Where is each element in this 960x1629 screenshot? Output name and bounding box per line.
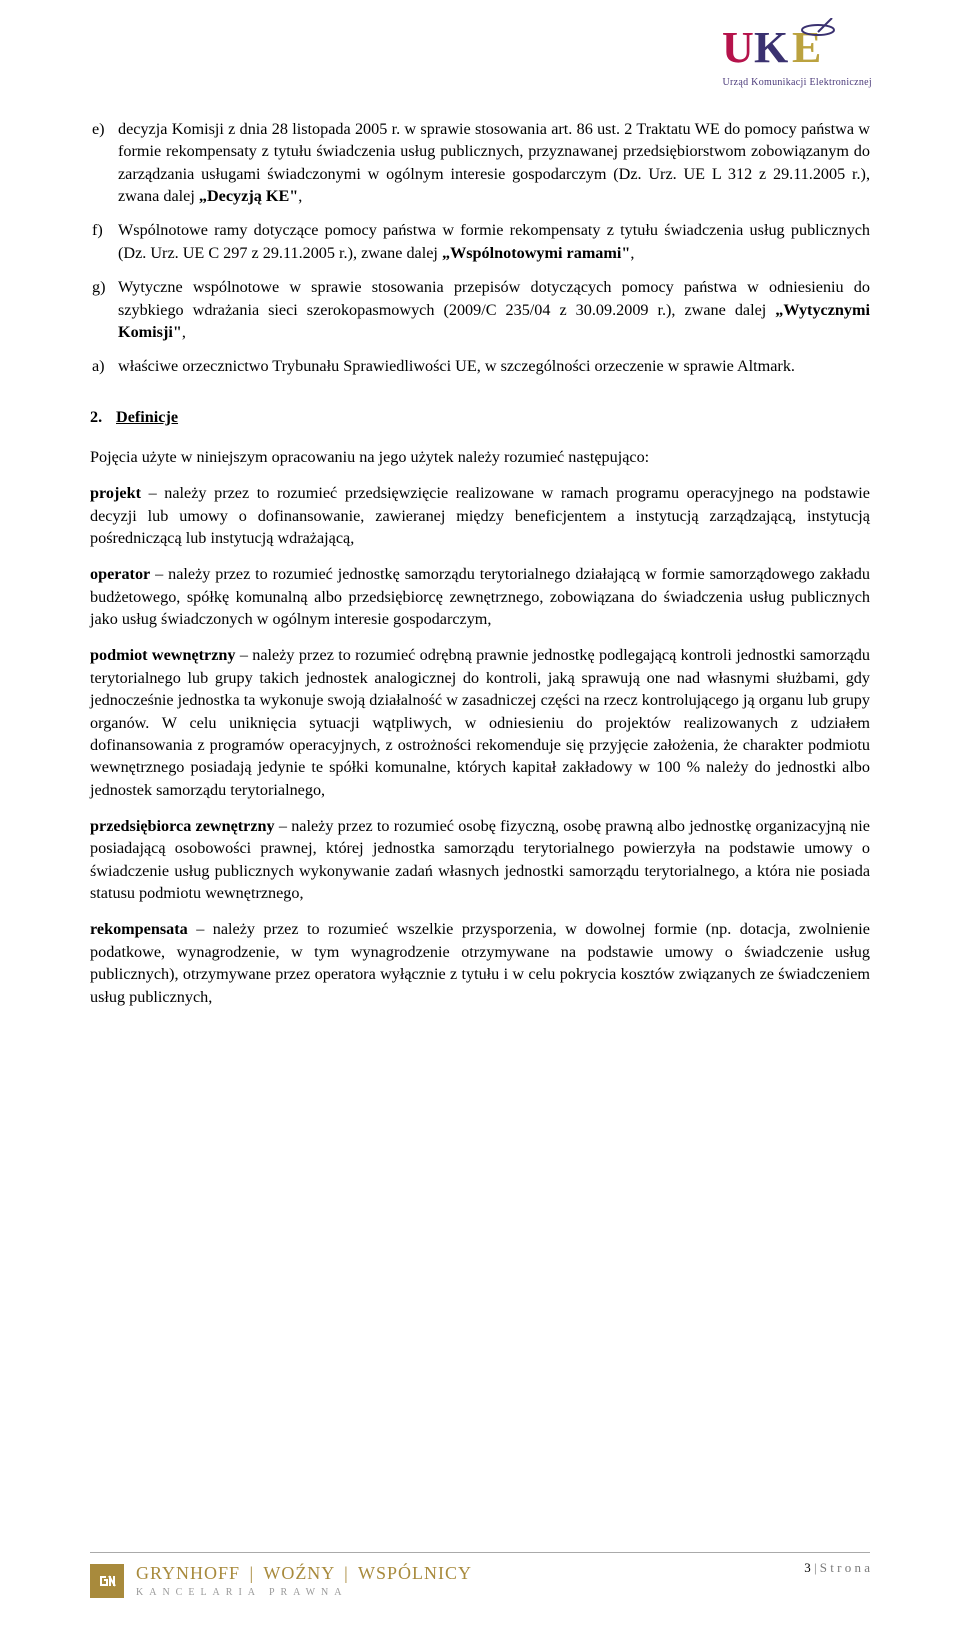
list-after: ,	[182, 323, 186, 341]
intro-paragraph: Pojęcia użyte w niniejszym opracowaniu n…	[90, 446, 870, 468]
list-text: właściwe orzecznictwo Trybunału Sprawied…	[118, 357, 795, 375]
section-number: 2.	[90, 406, 116, 428]
list-item-e: e) decyzja Komisji z dnia 28 listopada 2…	[90, 118, 870, 207]
def-body: – należy przez to rozumieć jednostkę sam…	[90, 565, 870, 628]
list-text: Wytyczne wspólnotowe w sprawie stosowani…	[118, 278, 870, 318]
page-footer: 3 | S t r o n a GRYNHOFF | WOŹNY | WSPÓL…	[90, 1552, 870, 1599]
page-sep: |	[811, 1560, 820, 1575]
section-heading: 2. Definicje	[90, 406, 870, 428]
document-body: e) decyzja Komisji z dnia 28 listopada 2…	[90, 40, 870, 1008]
list-body: Wytyczne wspólnotowe w sprawie stosowani…	[118, 276, 870, 343]
section-title: Definicje	[116, 406, 178, 428]
def-term: operator	[90, 565, 150, 583]
def-body: – należy przez to rozumieć odrębną prawn…	[90, 646, 870, 798]
definition-operator: operator – należy przez to rozumieć jedn…	[90, 563, 870, 630]
firm-logo-icon	[90, 1564, 124, 1598]
list-body: właściwe orzecznictwo Trybunału Sprawied…	[118, 355, 870, 377]
definition-przedsiebiorca-zewnetrzny: przedsiębiorca zewnętrzny – należy przez…	[90, 815, 870, 904]
firm-text: GRYNHOFF | WOŹNY | WSPÓLNICY KANCELARIA …	[136, 1563, 472, 1599]
def-term: podmiot wewnętrzny	[90, 646, 236, 664]
firm-name-part-2: WOŹNY	[263, 1563, 334, 1583]
page-number-block: 3 | S t r o n a	[804, 1559, 870, 1577]
list-marker: a)	[90, 355, 118, 377]
svg-text:U: U	[722, 23, 754, 72]
firm-sep-icon: |	[344, 1563, 349, 1583]
def-term: projekt	[90, 484, 141, 502]
definition-rekompensata: rekompensata – należy przez to rozumieć …	[90, 918, 870, 1007]
list-item-a: a) właściwe orzecznictwo Trybunału Spraw…	[90, 355, 870, 377]
list-bold-term: „Wspólnotowymi ramami"	[442, 244, 630, 262]
def-term: przedsiębiorca zewnętrzny	[90, 817, 275, 835]
header-logo: U K E Urząd Komunikacji Elektronicznej	[722, 18, 872, 90]
firm-block: GRYNHOFF | WOŹNY | WSPÓLNICY KANCELARIA …	[90, 1563, 804, 1599]
firm-sep-icon: |	[250, 1563, 255, 1583]
def-body: – należy przez to rozumieć przedsięwzięc…	[90, 484, 870, 547]
list-item-g: g) Wytyczne wspólnotowe w sprawie stosow…	[90, 276, 870, 343]
firm-name: GRYNHOFF | WOŹNY | WSPÓLNICY	[136, 1563, 472, 1585]
svg-text:K: K	[754, 23, 788, 72]
list-body: decyzja Komisji z dnia 28 listopada 2005…	[118, 118, 870, 207]
firm-name-part-1: GRYNHOFF	[136, 1563, 240, 1583]
list-marker: g)	[90, 276, 118, 343]
list-bold-term: „Decyzją KE"	[199, 187, 298, 205]
firm-subtitle: KANCELARIA PRAWNA	[136, 1587, 472, 1599]
page-label: S t r o n a	[820, 1560, 870, 1575]
uke-logo-icon: U K E	[722, 18, 842, 74]
list-marker: f)	[90, 219, 118, 264]
list-item-f: f) Wspólnotowe ramy dotyczące pomocy pań…	[90, 219, 870, 264]
def-term: rekompensata	[90, 920, 188, 938]
svg-text:E: E	[792, 23, 821, 72]
definition-projekt: projekt – należy przez to rozumieć przed…	[90, 482, 870, 549]
definition-podmiot-wewnetrzny: podmiot wewnętrzny – należy przez to roz…	[90, 644, 870, 801]
list-after: ,	[298, 187, 302, 205]
list-marker: e)	[90, 118, 118, 207]
list-body: Wspólnotowe ramy dotyczące pomocy państw…	[118, 219, 870, 264]
logo-caption: Urząd Komunikacji Elektronicznej	[722, 76, 872, 90]
def-body: – należy przez to rozumieć wszelkie przy…	[90, 920, 870, 1005]
firm-name-part-3: WSPÓLNICY	[358, 1563, 472, 1583]
list-after: ,	[630, 244, 634, 262]
